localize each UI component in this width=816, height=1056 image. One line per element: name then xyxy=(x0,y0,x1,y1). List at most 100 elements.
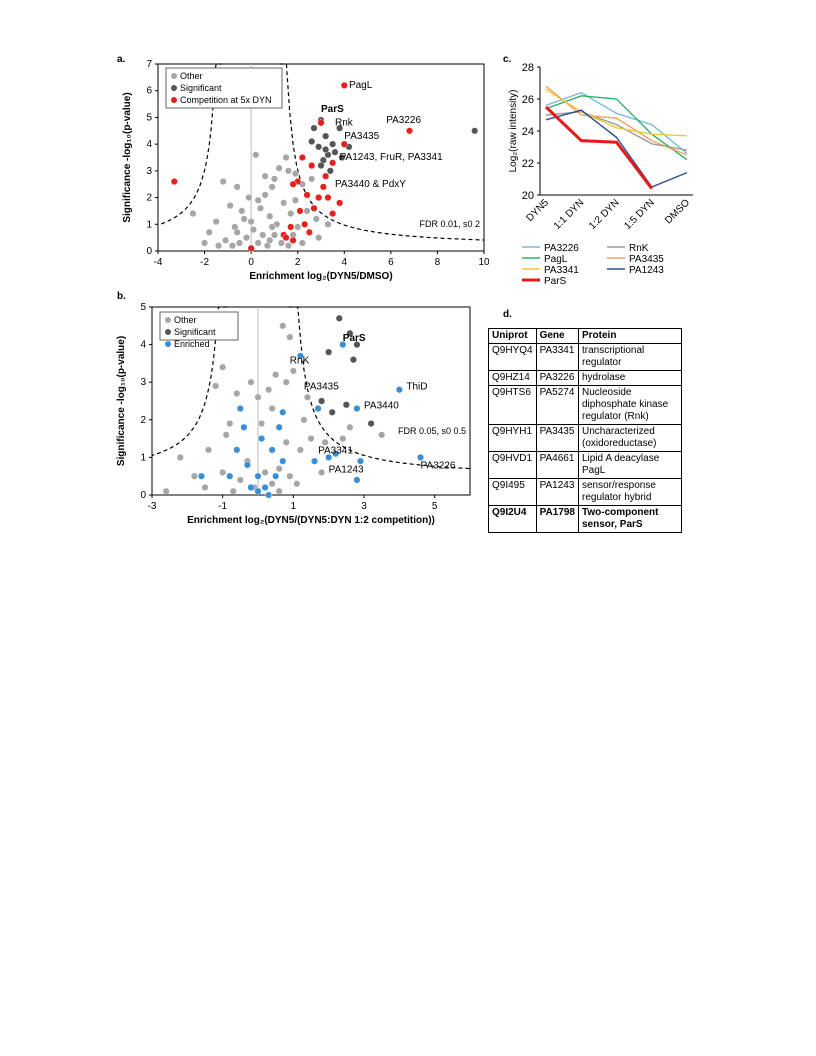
point-label: PA3226 xyxy=(421,461,456,472)
y-tick-label: 20 xyxy=(522,190,534,202)
y-tick-label: 22 xyxy=(522,158,534,170)
data-point xyxy=(265,386,273,394)
table-cell: PA3341 xyxy=(535,343,579,371)
point-label: PagL xyxy=(349,80,373,91)
x-tick-label: -3 xyxy=(148,501,157,512)
volcano-plot-b: -3 -1 1 3 5 0 1 2 3 4 5 Enrichment log₂(DYN5/(DYN5:… xyxy=(116,302,471,526)
data-point xyxy=(254,196,262,204)
threshold-curve-right xyxy=(279,63,485,241)
x-tick-label: -2 xyxy=(200,257,209,268)
series-line xyxy=(545,109,688,188)
data-point xyxy=(261,468,269,476)
data-point xyxy=(256,204,264,212)
plot-frame xyxy=(151,306,471,496)
series-line xyxy=(545,95,688,161)
data-point xyxy=(319,183,327,191)
table-cell: transcriptional regulator xyxy=(577,343,683,371)
y-tick-label: 5 xyxy=(146,112,152,123)
point-label: ThiD xyxy=(406,382,427,393)
panel-label-d: d. xyxy=(503,309,512,320)
data-point xyxy=(215,242,223,250)
y-axis-label: Log₂(raw intensity) xyxy=(508,90,519,173)
data-point xyxy=(219,468,227,476)
data-point xyxy=(317,162,325,170)
table-cell: hydrolase xyxy=(577,370,683,386)
data-point xyxy=(317,119,325,127)
data-point xyxy=(279,408,287,416)
legend-box xyxy=(159,311,239,341)
data-point xyxy=(219,363,227,371)
data-point xyxy=(315,143,323,151)
data-point xyxy=(294,223,302,231)
data-point xyxy=(289,367,297,375)
data-point xyxy=(395,386,403,394)
point-label: PA3341 xyxy=(318,446,353,457)
data-point xyxy=(336,124,344,132)
point-label: PA1243, FruR, PA3341 xyxy=(340,152,443,163)
data-point xyxy=(296,207,304,215)
data-point xyxy=(318,397,326,405)
data-point xyxy=(189,210,197,218)
y-tick-label: 2 xyxy=(140,415,146,426)
plot-frame xyxy=(157,63,485,252)
legend-label: Other xyxy=(180,71,203,81)
legend-box xyxy=(165,67,283,109)
data-point xyxy=(270,175,278,183)
x-tick-label: 1:1 DYN xyxy=(552,197,587,232)
data-point xyxy=(279,322,287,330)
data-point xyxy=(254,393,262,401)
table-row: Q9HVD1 PA4661 Lipid A deacylase PagL xyxy=(488,451,683,479)
data-point xyxy=(280,199,288,207)
table-header-gene: Gene xyxy=(535,328,579,344)
data-point xyxy=(305,228,313,236)
data-point xyxy=(471,127,479,135)
data-point xyxy=(272,472,280,480)
threshold-curve-left xyxy=(151,306,228,456)
data-point xyxy=(282,153,290,161)
x-tick-label: DMSO xyxy=(663,197,692,226)
point-label: PA3440 xyxy=(364,401,399,412)
data-point xyxy=(282,234,290,242)
legend-marker xyxy=(165,317,171,323)
data-point xyxy=(308,162,316,170)
x-tick-label: -1 xyxy=(218,501,227,512)
data-point xyxy=(258,435,266,443)
data-point xyxy=(346,423,354,431)
data-point xyxy=(277,239,285,247)
data-point xyxy=(170,178,178,186)
y-tick-label: 28 xyxy=(522,62,534,74)
data-point xyxy=(353,341,361,349)
data-point xyxy=(236,405,244,413)
data-point xyxy=(265,491,273,499)
y-tick-label: 1 xyxy=(146,219,152,230)
data-point xyxy=(298,153,306,161)
data-point xyxy=(308,175,316,183)
panel-label-b: b. xyxy=(117,291,126,302)
y-tick-label: 3 xyxy=(140,377,146,388)
data-point xyxy=(315,194,323,202)
table-cell: Q9I495 xyxy=(488,478,537,506)
table-cell: Uncharacterized (oxidoreductase) xyxy=(577,424,683,452)
data-point xyxy=(242,234,250,242)
data-point xyxy=(236,476,244,484)
data-point xyxy=(328,408,336,416)
data-point xyxy=(289,180,297,188)
x-tick-label: 1 xyxy=(291,501,297,512)
legend-label: Significant xyxy=(174,327,216,337)
data-point xyxy=(322,132,330,140)
data-point xyxy=(322,172,330,180)
data-point xyxy=(293,480,301,488)
threshold-label: FDR 0.05, s0 0.5 xyxy=(398,426,466,436)
data-point xyxy=(336,199,344,207)
data-point xyxy=(201,483,209,491)
volcano-plot-a: -4 -2 0 2 4 6 8 10 0 1 2 3 4 5 6 7 Enrichment log₂(DYN5/… xyxy=(122,59,490,282)
data-point xyxy=(326,167,334,175)
data-point xyxy=(291,170,299,178)
y-tick-label: 7 xyxy=(146,59,152,70)
data-point xyxy=(303,393,311,401)
point-label: PA1243 xyxy=(329,464,364,475)
data-point xyxy=(325,348,333,356)
table-header-protein: Protein xyxy=(577,328,683,344)
data-point xyxy=(405,127,413,135)
table-cell: Q9HYQ4 xyxy=(488,343,537,371)
